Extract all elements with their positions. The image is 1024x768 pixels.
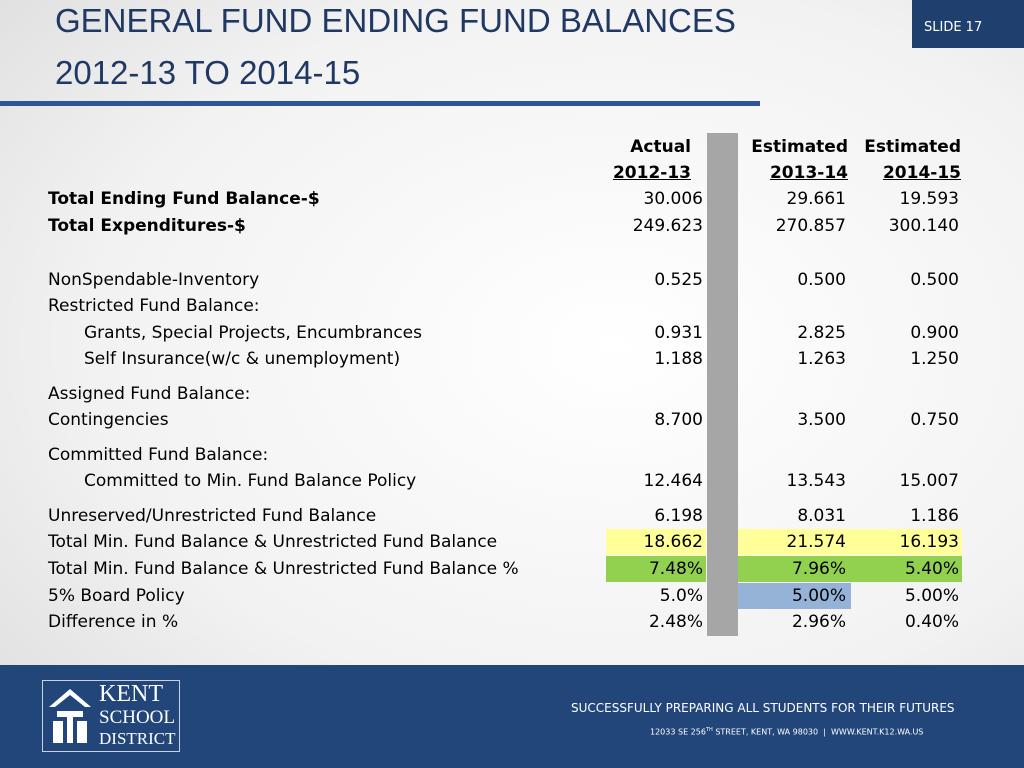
cell-value: 5.40% (904, 559, 959, 579)
logo-text: DISTRICT (99, 729, 176, 748)
row-label: 5% Board Policy (48, 586, 185, 606)
row-label: Contingencies (48, 410, 169, 430)
logo: KENT SCHOOL DISTRICT (42, 680, 180, 752)
address-link: WWW.KENT.K12.WA.US (831, 727, 924, 737)
row-label: Total Min. Fund Balance & Unrestricted F… (48, 559, 519, 579)
title-rule (0, 101, 760, 106)
slide-number: SLIDE 17 (912, 0, 1024, 48)
cell-value: 29.661 (786, 189, 846, 209)
cell-value: 7.48% (648, 559, 703, 579)
row-label: Total Expenditures-$ (48, 216, 246, 236)
cell-value: 1.188 (654, 349, 703, 369)
cell-value: 13.543 (786, 471, 846, 491)
row-label: Total Ending Fund Balance-$ (48, 189, 320, 209)
row-label: Assigned Fund Balance: (48, 384, 251, 404)
footer: KENT SCHOOL DISTRICT SUCCESSFULLY PREPAR… (0, 665, 1024, 768)
row-label: Unreserved/Unrestricted Fund Balance (48, 506, 377, 526)
column-header: 2013-14 (769, 163, 848, 183)
cell-value: 6.198 (654, 506, 703, 526)
cell-value: 0.900 (910, 323, 959, 343)
address: 12033 SE 256TH STREET, KENT, WA 98030 | … (650, 727, 923, 737)
cell-value: 18.662 (643, 532, 703, 552)
cell-value: 270.857 (775, 216, 846, 236)
row-label: Difference in % (48, 612, 179, 632)
cell-highlight (606, 556, 706, 582)
column-header: 2014-15 (882, 163, 961, 183)
cell-value: 8.700 (654, 410, 703, 430)
cell-value: 5.00% (791, 586, 846, 606)
column-header: 2012-13 (612, 163, 691, 183)
cell-value: 0.931 (654, 323, 703, 343)
cell-value: 0.500 (797, 270, 846, 290)
address-text: 12033 SE 256 (650, 727, 706, 737)
cell-value: 5.0% (659, 586, 703, 606)
cell-value: 19.593 (899, 189, 959, 209)
cell-value: 300.140 (888, 216, 959, 236)
cell-value: 3.500 (797, 410, 846, 430)
address-separator: | (823, 727, 826, 737)
separator-bar (707, 133, 738, 636)
cell-value: 0.525 (654, 270, 703, 290)
cell-value: 0.500 (910, 270, 959, 290)
cell-value: 249.623 (632, 216, 703, 236)
title-line: GENERAL FUND ENDING FUND BALANCES (55, 2, 736, 39)
cell-value: 1.263 (797, 349, 846, 369)
cell-value: 2.48% (648, 612, 703, 632)
cell-value: 8.031 (797, 506, 846, 526)
row-label: NonSpendable-Inventory (48, 270, 260, 290)
row-label: Restricted Fund Balance: (48, 296, 260, 316)
tagline: SUCCESSFULLY PREPARING ALL STUDENTS FOR … (571, 701, 955, 715)
row-label: Grants, Special Projects, Encumbrances (84, 323, 422, 343)
logo-text: SCHOOL (99, 707, 176, 728)
cell-value: 7.96% (791, 559, 846, 579)
cell-value: 0.750 (910, 410, 959, 430)
cell-value: 1.250 (910, 349, 959, 369)
logo-text: KENT (99, 681, 163, 707)
column-header: Estimated (751, 137, 848, 157)
row-label: Self Insurance(w/c & unemployment) (84, 349, 401, 369)
title-line: 2012-13 TO 2014-15 (55, 54, 361, 91)
address-text: STREET, KENT, WA 98030 (715, 727, 819, 737)
row-label: Committed Fund Balance: (48, 445, 269, 465)
address-sup: TH (705, 727, 713, 733)
cell-value: 30.006 (643, 189, 703, 209)
logo-icon (49, 689, 91, 743)
cell-value: 2.825 (797, 323, 846, 343)
cell-highlight (606, 529, 706, 555)
cell-highlight (738, 529, 851, 555)
cell-highlight (851, 529, 962, 555)
cell-value: 1.186 (910, 506, 959, 526)
column-header: Actual (630, 137, 691, 157)
row-label: Total Min. Fund Balance & Unrestricted F… (48, 532, 498, 552)
cell-highlight (738, 556, 851, 582)
cell-value: 0.40% (904, 612, 959, 632)
cell-value: 21.574 (786, 532, 846, 552)
cell-value: 15.007 (899, 471, 959, 491)
row-label: Committed to Min. Fund Balance Policy (84, 471, 417, 491)
cell-value: 16.193 (899, 532, 959, 552)
cell-highlight (738, 583, 851, 609)
cell-value: 5.00% (904, 586, 959, 606)
column-header: Estimated (864, 137, 961, 157)
cell-highlight (851, 556, 962, 582)
cell-value: 2.96% (791, 612, 846, 632)
cell-value: 12.464 (643, 471, 703, 491)
